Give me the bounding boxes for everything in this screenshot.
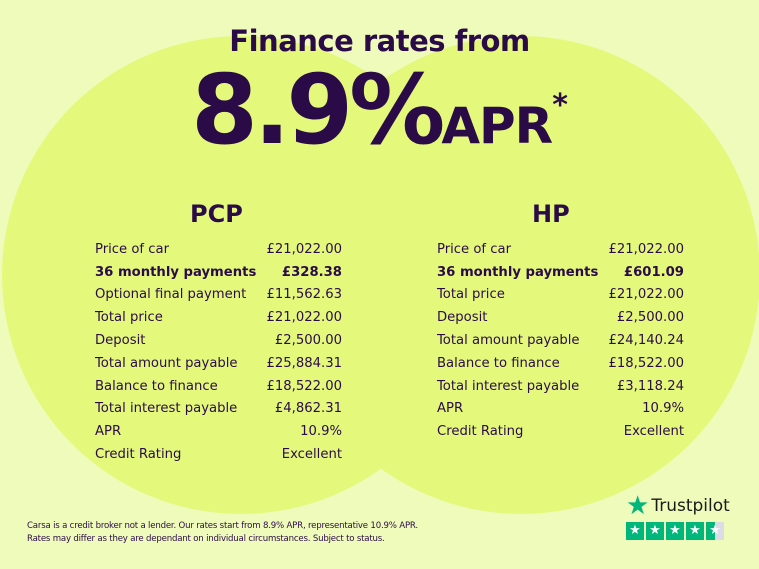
row-label: Total amount payable <box>95 355 238 371</box>
pcp-title: PCP <box>190 200 243 228</box>
rating-star-icon: ★ <box>686 522 704 540</box>
row-value: £2,500.00 <box>274 333 342 349</box>
trustpilot-logo: ★ Trustpilot <box>626 491 730 521</box>
table-row: APR 10.9% <box>437 398 684 421</box>
row-value: £25,884.31 <box>266 355 342 371</box>
row-label: Price of car <box>95 241 170 257</box>
row-label: Credit Rating <box>95 447 182 463</box>
row-label: Credit Rating <box>437 424 524 440</box>
trustpilot-badge: ★ Trustpilot ★ ★ ★ ★ ★ <box>626 491 730 540</box>
rating-star-icon: ★ <box>706 522 724 540</box>
table-row: Total price £21,022.00 <box>95 306 342 329</box>
asterisk: * <box>552 88 568 123</box>
row-label: Total price <box>95 310 163 326</box>
row-label: Optional final payment <box>95 287 247 303</box>
row-value: 10.9% <box>642 401 684 417</box>
rating-star-icon: ★ <box>626 522 644 540</box>
table-row: Balance to finance £18,522.00 <box>437 352 684 375</box>
row-label: Total amount payable <box>437 333 580 349</box>
hp-title: HP <box>532 200 570 228</box>
table-row: Credit Rating Excellent <box>437 420 684 443</box>
rate-value: 8.9% <box>191 54 445 166</box>
table-row: Total amount payable £25,884.31 <box>95 352 342 375</box>
table-row: Deposit £2,500.00 <box>95 329 342 352</box>
row-value: £21,022.00 <box>608 241 684 257</box>
headline: Finance rates from <box>229 24 530 58</box>
disclaimer-line-1: Carsa is a credit broker not a lender. O… <box>27 521 418 531</box>
row-value: Excellent <box>281 447 342 463</box>
rating-star-icon: ★ <box>646 522 664 540</box>
row-value: £328.38 <box>281 264 342 280</box>
disclaimer: Carsa is a credit broker not a lender. O… <box>27 520 418 546</box>
table-row: Total interest payable £4,862.31 <box>95 398 342 421</box>
trustpilot-name: Trustpilot <box>651 496 730 516</box>
row-label: APR <box>437 401 464 417</box>
row-value: £18,522.00 <box>608 355 684 371</box>
table-row: Total interest payable £3,118.24 <box>437 375 684 398</box>
hp-table: Price of car £21,022.00 36 monthly payment… <box>437 238 684 443</box>
rating-star-icon: ★ <box>666 522 684 540</box>
row-label: Total interest payable <box>95 401 238 417</box>
row-label: Deposit <box>437 310 488 326</box>
row-value: £3,118.24 <box>616 378 684 394</box>
background-circle-right <box>282 36 759 514</box>
row-value: £24,140.24 <box>608 333 684 349</box>
row-label: Deposit <box>95 333 146 349</box>
rate-display: 8.9%APR* <box>0 60 759 160</box>
row-label: 36 monthly payments <box>95 264 257 280</box>
disclaimer-line-2: Rates may differ as they are dependant o… <box>27 534 385 544</box>
table-row: 36 monthly payments £328.38 <box>95 261 342 284</box>
row-value: £4,862.31 <box>274 401 342 417</box>
row-value: £21,022.00 <box>266 241 342 257</box>
table-row: Total price £21,022.00 <box>437 284 684 307</box>
row-value: £18,522.00 <box>266 378 342 394</box>
table-row: Balance to finance £18,522.00 <box>95 375 342 398</box>
row-label: Balance to finance <box>95 378 218 394</box>
row-value: £2,500.00 <box>616 310 684 326</box>
row-value: £601.09 <box>623 264 684 280</box>
rate-suffix: APR <box>441 97 553 155</box>
table-row: Total amount payable £24,140.24 <box>437 329 684 352</box>
row-label: Balance to finance <box>437 355 560 371</box>
row-label: Total price <box>437 287 505 303</box>
table-row: APR 10.9% <box>95 420 342 443</box>
row-label: APR <box>95 424 122 440</box>
table-row: Price of car £21,022.00 <box>95 238 342 261</box>
row-value: 10.9% <box>300 424 342 440</box>
row-value: £21,022.00 <box>608 287 684 303</box>
table-row: Price of car £21,022.00 <box>437 238 684 261</box>
table-row: Deposit £2,500.00 <box>437 306 684 329</box>
trustpilot-rating: ★ ★ ★ ★ ★ <box>626 522 730 540</box>
row-label: 36 monthly payments <box>437 264 599 280</box>
row-value: Excellent <box>623 424 684 440</box>
table-row: Optional final payment £11,562.63 <box>95 284 342 307</box>
table-row: Credit Rating Excellent <box>95 443 342 466</box>
table-row: 36 monthly payments £601.09 <box>437 261 684 284</box>
pcp-table: Price of car £21,022.00 36 monthly payment… <box>95 238 342 466</box>
row-label: Price of car <box>437 241 512 257</box>
row-label: Total interest payable <box>437 378 580 394</box>
star-icon: ★ <box>626 491 650 521</box>
row-value: £11,562.63 <box>266 287 342 303</box>
row-value: £21,022.00 <box>266 310 342 326</box>
